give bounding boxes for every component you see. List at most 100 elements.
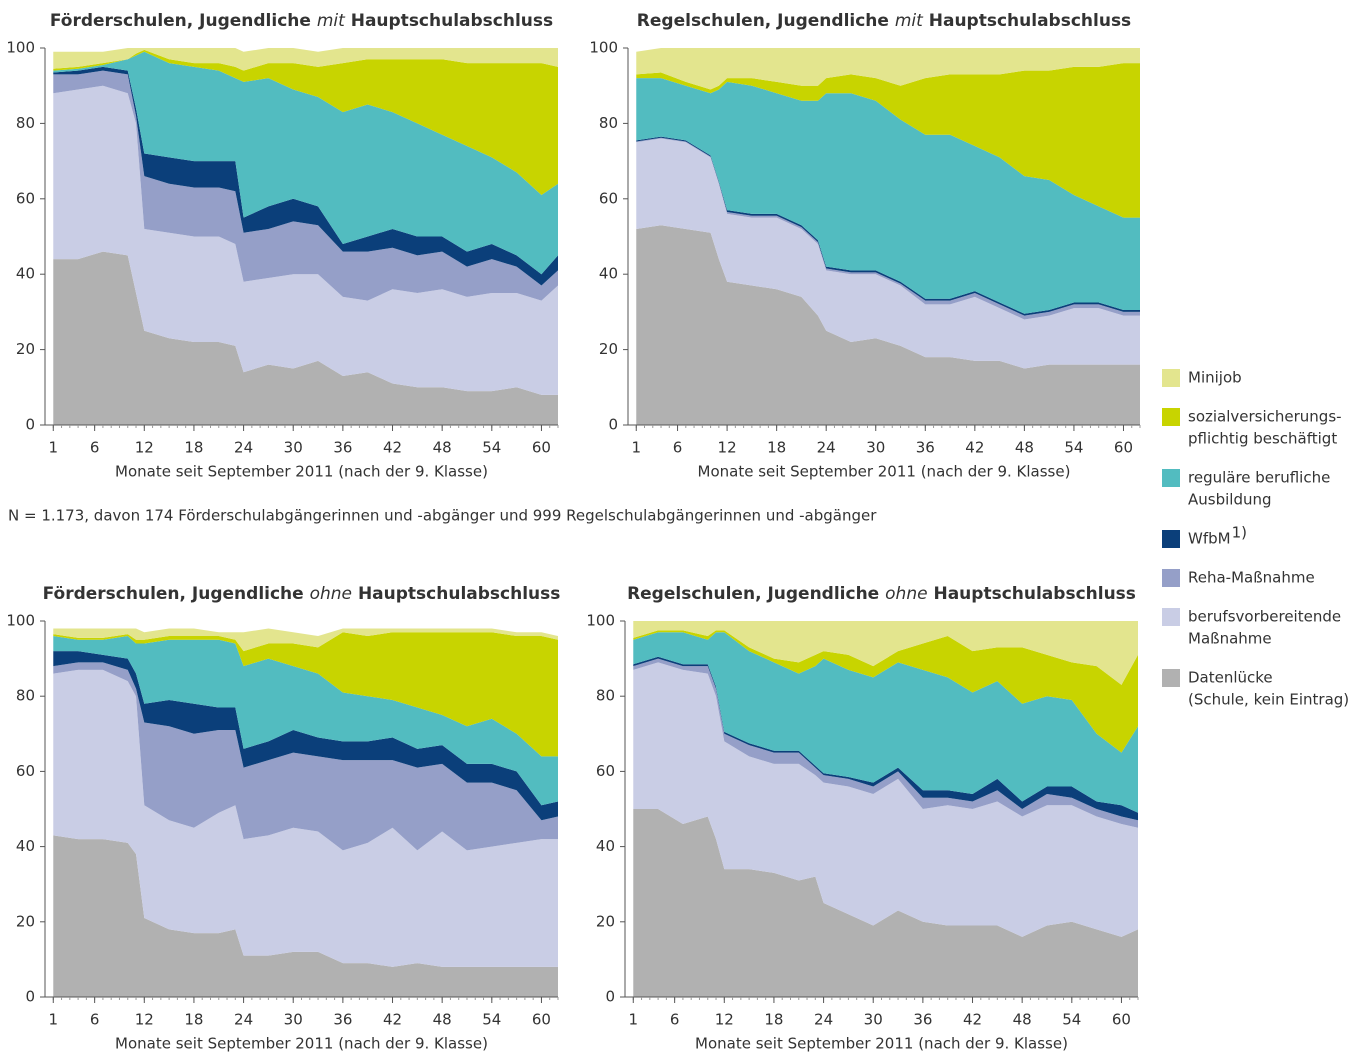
area-segment — [53, 628, 558, 652]
x-tick-label: 42 — [383, 439, 402, 457]
x-axis-label: Monate seit September 2011 (nach der 9. … — [698, 463, 1071, 481]
area-segment — [53, 49, 558, 196]
y-tick-label: 0 — [605, 988, 615, 1006]
legend-label: Ausbildung — [1188, 491, 1272, 509]
y-tick-label: 0 — [25, 988, 35, 1006]
title-part: Förderschulen, Jugendliche — [43, 584, 310, 604]
x-tick-label: 1 — [629, 1011, 639, 1029]
y-tick-label: 60 — [16, 189, 35, 207]
x-tick-label: 24 — [234, 439, 253, 457]
sample-note: N = 1.173, davon 174 Förderschulabgänger… — [8, 507, 877, 525]
x-tick-label: 36 — [913, 1011, 932, 1029]
legend-swatch — [1162, 669, 1180, 687]
area-segment — [53, 51, 558, 275]
y-tick-label: 60 — [16, 762, 35, 780]
title-part: mit — [895, 11, 924, 31]
area-segment — [636, 225, 1140, 425]
x-tick-label: 30 — [866, 439, 885, 457]
y-tick-label: 60 — [596, 762, 615, 780]
x-tick-label: 12 — [715, 1011, 734, 1029]
x-tick-label: 60 — [1114, 439, 1133, 457]
x-tick-label: 54 — [1062, 1011, 1081, 1029]
y-tick-label: 80 — [596, 687, 615, 705]
x-tick-label: 54 — [1064, 439, 1083, 457]
title-part: Hauptschulabschluss — [923, 11, 1131, 31]
x-tick-label: 42 — [383, 1011, 402, 1029]
x-tick-label: 30 — [284, 1011, 303, 1029]
area-segment — [53, 70, 558, 301]
x-tick-label: 48 — [433, 1011, 452, 1029]
legend-label: sozialversicherungs- — [1188, 408, 1342, 426]
x-tick-label: 60 — [1112, 1011, 1131, 1029]
area-segment — [53, 66, 558, 286]
area-segment — [636, 48, 1140, 90]
x-tick-label: 12 — [135, 439, 154, 457]
y-tick-label: 100 — [6, 612, 35, 630]
x-tick-label: 18 — [184, 439, 203, 457]
legend-label: Reha-Maßnahme — [1188, 569, 1315, 587]
x-tick-label: 1 — [49, 1011, 59, 1029]
x-axis-label: Monate seit September 2011 (nach der 9. … — [695, 1035, 1068, 1053]
area-segment — [53, 662, 558, 851]
x-tick-label: 24 — [234, 1011, 253, 1029]
x-tick-label: 48 — [1015, 439, 1034, 457]
legend-footnote-mark: 1) — [1232, 524, 1247, 542]
x-tick-label: 36 — [333, 439, 352, 457]
area-segment — [633, 809, 1138, 997]
area-segment — [53, 251, 558, 425]
y-tick-label: 20 — [16, 912, 35, 930]
y-tick-label: 40 — [16, 265, 35, 283]
x-tick-label: 42 — [963, 1011, 982, 1029]
title-part: Regelschulen, Jugendliche — [637, 11, 895, 31]
x-tick-label: 1 — [49, 439, 59, 457]
x-tick-label: 6 — [90, 1011, 100, 1029]
x-tick-label: 36 — [916, 439, 935, 457]
x-tick-label: 54 — [482, 439, 501, 457]
y-tick-label: 20 — [596, 912, 615, 930]
legend-swatch — [1162, 608, 1180, 626]
legend-label: berufsvorbereitende — [1188, 608, 1341, 626]
area-segment — [53, 669, 558, 967]
legend-swatch — [1162, 469, 1180, 487]
x-tick-label: 48 — [1013, 1011, 1032, 1029]
legend-label: Datenlücke — [1188, 669, 1273, 687]
x-tick-label: 18 — [767, 439, 786, 457]
title-part: Hauptschulabschluss — [345, 11, 553, 31]
title-part: ohne — [885, 584, 927, 604]
area-segment — [633, 630, 1138, 753]
y-tick-label: 20 — [16, 340, 35, 358]
legend-label: pflichtig beschäftigt — [1188, 430, 1337, 448]
x-tick-label: 30 — [864, 1011, 883, 1029]
y-tick-label: 0 — [608, 416, 618, 434]
area-segment — [53, 835, 558, 997]
title-part: mit — [317, 11, 346, 31]
x-tick-label: 24 — [814, 1011, 833, 1029]
area-segment — [53, 48, 558, 71]
legend-swatch — [1162, 569, 1180, 587]
y-tick-label: 100 — [586, 612, 615, 630]
area-segment — [636, 138, 1140, 369]
y-tick-label: 60 — [599, 189, 618, 207]
area-segment — [53, 632, 558, 757]
area-segment — [633, 621, 1138, 685]
area-segment — [53, 651, 558, 821]
title-part: ohne — [310, 584, 352, 604]
y-tick-label: 40 — [596, 837, 615, 855]
y-tick-label: 80 — [16, 114, 35, 132]
x-tick-label: 30 — [284, 439, 303, 457]
x-tick-label: 6 — [673, 439, 683, 457]
y-tick-label: 80 — [16, 687, 35, 705]
x-tick-label: 54 — [482, 1011, 501, 1029]
area-segment — [633, 658, 1138, 828]
chart-title: Förderschulen, Jugendliche mit Hauptschu… — [50, 11, 553, 31]
area-segment — [633, 662, 1138, 937]
area-segment — [53, 636, 558, 806]
legend-label: Maßnahme — [1188, 630, 1272, 648]
y-tick-label: 0 — [25, 416, 35, 434]
x-tick-label: 12 — [718, 439, 737, 457]
area-segment — [53, 85, 558, 395]
x-tick-label: 60 — [532, 439, 551, 457]
x-tick-label: 6 — [670, 1011, 680, 1029]
legend-swatch — [1162, 530, 1180, 548]
